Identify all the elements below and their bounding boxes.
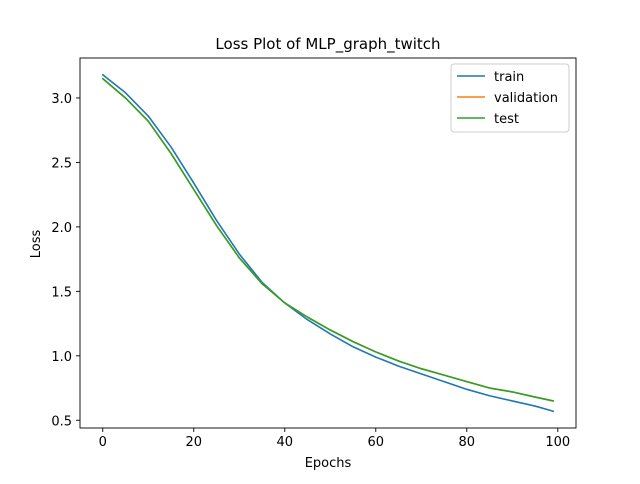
x-tick-label: 80 bbox=[459, 435, 476, 450]
legend: train validation test bbox=[450, 63, 570, 133]
y-axis-label: Loss bbox=[29, 230, 44, 259]
x-tick-label: 100 bbox=[545, 435, 570, 450]
y-tick-label: 2.0 bbox=[51, 221, 72, 236]
y-tick-label: 2.5 bbox=[51, 156, 72, 171]
chart-title: Loss Plot of MLP_graph_twitch bbox=[215, 35, 440, 54]
series-line-train bbox=[101, 73, 555, 413]
y-tick-label: 1.0 bbox=[51, 350, 72, 365]
plot-area: 0 20 40 60 80 100 0.5 1.0 1.5 2.0 2.5 3.0 bbox=[51, 57, 577, 450]
legend-label-test: test bbox=[494, 112, 519, 127]
x-tick-label: 0 bbox=[99, 435, 107, 450]
series-line-test bbox=[101, 77, 555, 402]
x-tick-label: 20 bbox=[185, 435, 202, 450]
plot-frame bbox=[79, 57, 577, 429]
y-tick-label: 0.5 bbox=[51, 414, 72, 429]
legend-label-train: train bbox=[494, 70, 524, 85]
x-tick-label: 60 bbox=[368, 435, 385, 450]
x-tick-label: 40 bbox=[276, 435, 293, 450]
y-tick-label: 1.5 bbox=[51, 285, 72, 300]
y-tick-label: 3.0 bbox=[51, 92, 72, 107]
legend-box bbox=[450, 63, 570, 133]
x-axis-label: Epochs bbox=[305, 456, 352, 471]
legend-label-validation: validation bbox=[494, 91, 558, 106]
